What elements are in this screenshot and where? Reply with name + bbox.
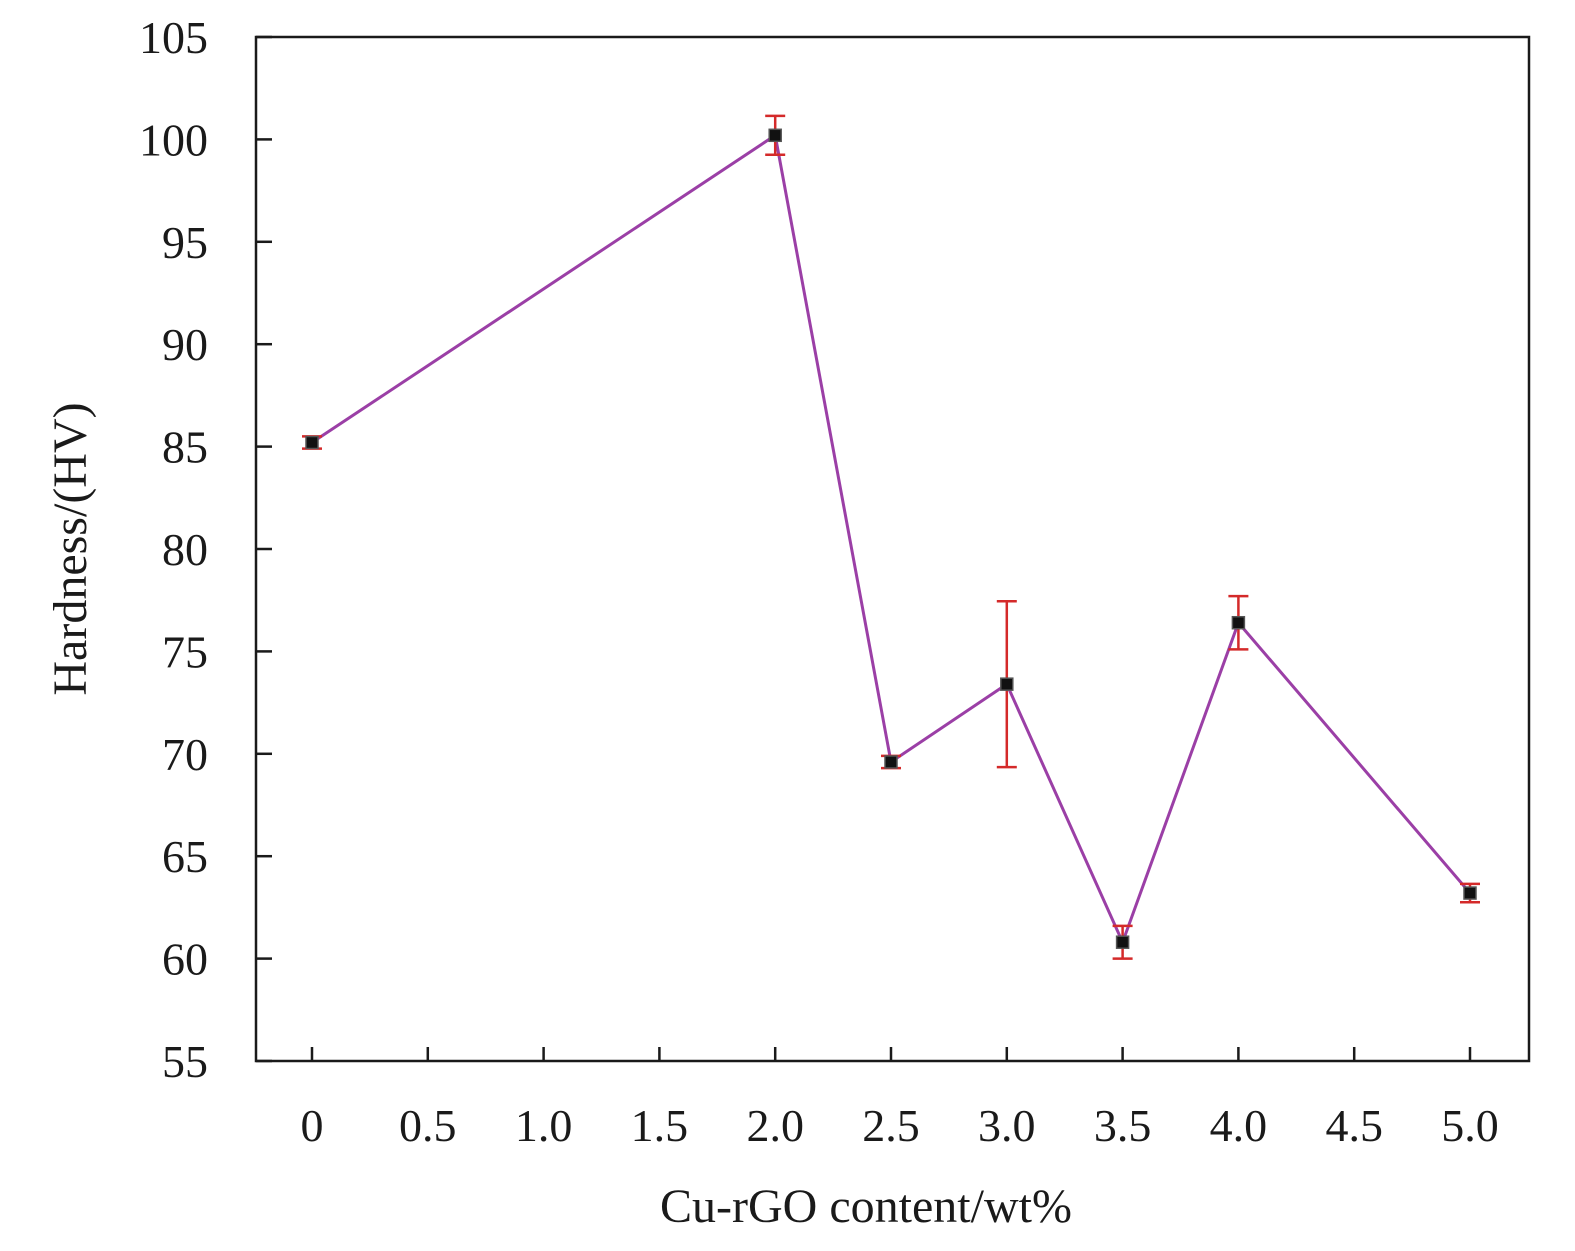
x-tick-label-3.5: 3.5 [1094, 1100, 1152, 1151]
x-tick-label-2.5: 2.5 [862, 1100, 920, 1151]
x-axis: 0 0.5 1.0 1.5 2.0 2.5 3.0 3.5 4.0 4.5 5.0 [301, 1047, 1499, 1151]
y-tick-label-105: 105 [139, 12, 208, 63]
series-layer [302, 114, 1480, 960]
data-point-0 [305, 435, 319, 450]
y-tick-label-95: 95 [162, 217, 208, 268]
series-line-0 [311, 132, 1472, 947]
x-tick-label-4.5: 4.5 [1325, 1100, 1383, 1151]
x-tick-label-1.0: 1.0 [515, 1100, 573, 1151]
x-tick-label-5.0: 5.0 [1441, 1100, 1499, 1151]
y-tick-label-90: 90 [162, 319, 208, 370]
data-point-5.0 [1463, 886, 1477, 900]
data-point-3.5 [1115, 935, 1130, 949]
y-tick-label-65: 65 [162, 831, 208, 882]
x-tick-label-2.0: 2.0 [746, 1100, 804, 1151]
data-point-2.0 [768, 128, 782, 143]
x-axis-title: Cu-rGO content/wt% [660, 1180, 1072, 1233]
x-tick-label-1.5: 1.5 [631, 1100, 689, 1151]
y-axis-title: Hardness/(HV) [44, 402, 97, 695]
x-tick-label-0: 0 [301, 1100, 324, 1151]
y-tick-label-85: 85 [162, 422, 208, 473]
y-axis: 55 60 65 70 75 80 85 90 95 100 105 [139, 12, 272, 1087]
y-tick-label-75: 75 [162, 626, 208, 677]
data-point-3.0 [1000, 677, 1014, 691]
data-point-2.5 [884, 755, 898, 769]
plot-frame [254, 35, 1531, 1063]
x-tick-label-0.5: 0.5 [399, 1100, 457, 1151]
x-tick-label-3.0: 3.0 [978, 1100, 1036, 1151]
x-tick-label-4.0: 4.0 [1210, 1100, 1268, 1151]
data-point-4.0 [1231, 615, 1246, 630]
y-tick-label-60: 60 [162, 934, 208, 985]
y-tick-label-80: 80 [162, 524, 208, 575]
y-tick-label-70: 70 [162, 729, 208, 780]
y-tick-label-55: 55 [162, 1036, 208, 1087]
y-tick-label-100: 100 [139, 114, 208, 165]
